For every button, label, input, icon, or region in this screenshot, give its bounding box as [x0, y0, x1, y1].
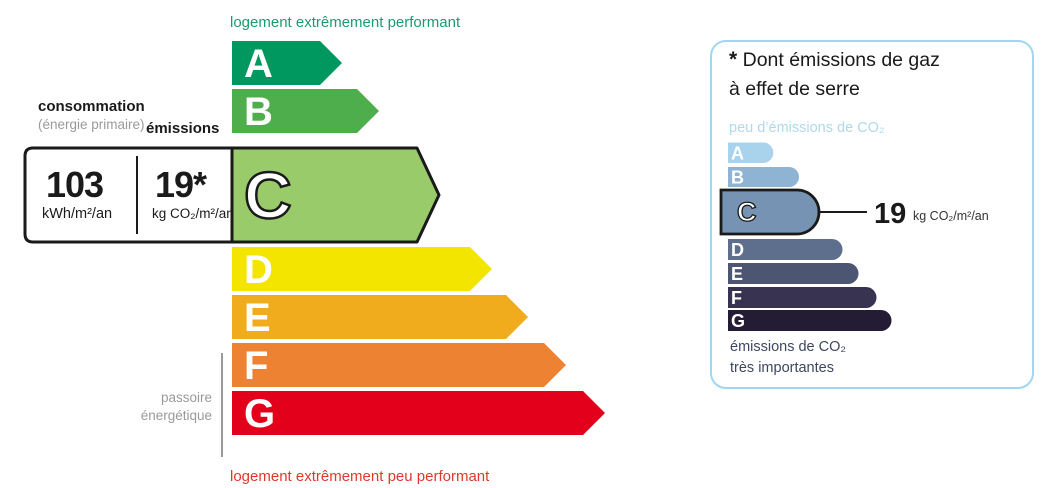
svg-text:G: G [731, 311, 745, 331]
svg-text:B: B [244, 90, 273, 134]
svg-text:A: A [244, 42, 273, 86]
svg-text:D: D [731, 240, 744, 260]
svg-text:19: 19 [874, 198, 906, 230]
svg-text:G: G [244, 392, 275, 436]
svg-text:C: C [737, 197, 757, 227]
svg-text:A: A [731, 144, 744, 164]
svg-text:F: F [244, 344, 268, 388]
svg-text:D: D [244, 248, 273, 292]
svg-text:B: B [731, 168, 744, 188]
svg-text:E: E [731, 264, 743, 284]
svg-text:kg CO₂/m²/an: kg CO₂/m²/an [913, 209, 989, 223]
svg-text:C: C [244, 158, 292, 232]
svg-text:E: E [244, 296, 271, 340]
svg-text:F: F [731, 288, 742, 308]
